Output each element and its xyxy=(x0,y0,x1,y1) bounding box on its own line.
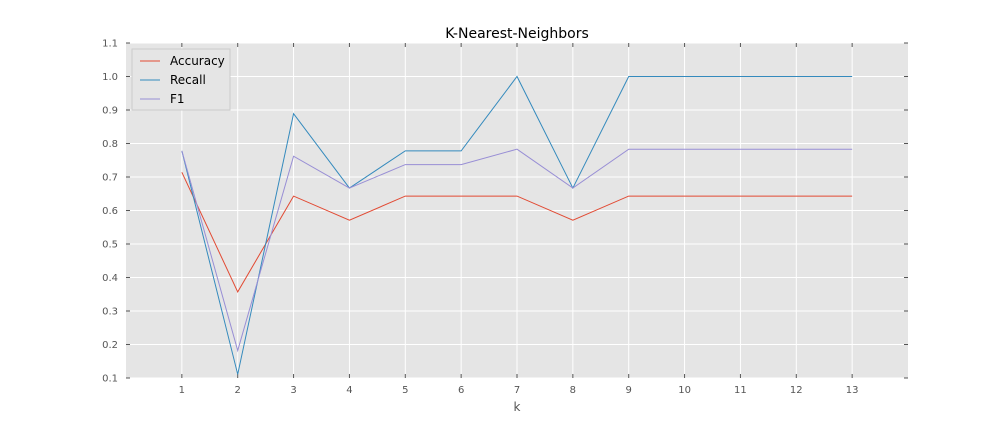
x-tick-label: 8 xyxy=(570,385,576,396)
y-tick-label: 0.8 xyxy=(102,139,118,150)
series-line-accuracy xyxy=(181,172,853,293)
chart-title: K-Nearest-Neighbors xyxy=(445,26,589,42)
y-tick-label: 0.9 xyxy=(102,106,118,117)
y-tick-label: 0.6 xyxy=(102,206,118,217)
y-tick-label: 1.0 xyxy=(102,72,118,83)
x-tick-label: 11 xyxy=(734,385,747,396)
x-tick-label: 6 xyxy=(458,385,464,396)
x-tick-label: 9 xyxy=(626,385,632,396)
x-axis-label: k xyxy=(514,400,521,414)
x-tick-label: 13 xyxy=(846,385,859,396)
axis-ticks: 1 2 3 4 5 6 7 8 9 10 11 12 130.10.20.30.40.50.60.70.… xyxy=(102,39,908,396)
legend-label-f1: F1 xyxy=(170,92,185,106)
legend-label-accuracy: Accuracy xyxy=(170,54,225,68)
x-tick-label: 1 xyxy=(179,385,185,396)
x-tick-label: 10 xyxy=(678,385,691,396)
y-tick-label: 0.3 xyxy=(102,307,118,318)
legend: Accuracy Recall F1 xyxy=(131,48,231,111)
y-tick-label: 0.5 xyxy=(102,240,118,251)
x-tick-label: 3 xyxy=(290,385,296,396)
x-tick-label: 7 xyxy=(514,385,520,396)
y-tick-label: 0.7 xyxy=(102,173,118,184)
legend-label-recall: Recall xyxy=(170,73,206,87)
y-tick-label: 1.1 xyxy=(102,39,118,50)
series-line-f1 xyxy=(181,148,853,353)
y-tick-label: 0.1 xyxy=(102,374,118,385)
series-line-recall xyxy=(181,75,853,375)
y-tick-label: 0.2 xyxy=(102,340,118,351)
x-tick-label: 2 xyxy=(235,385,241,396)
x-tick-label: 12 xyxy=(790,385,803,396)
series-lines xyxy=(181,75,853,375)
y-tick-label: 0.4 xyxy=(102,273,118,284)
x-tick-label: 5 xyxy=(402,385,408,396)
grid-lines xyxy=(126,42,908,379)
x-tick-label: 4 xyxy=(346,385,352,396)
